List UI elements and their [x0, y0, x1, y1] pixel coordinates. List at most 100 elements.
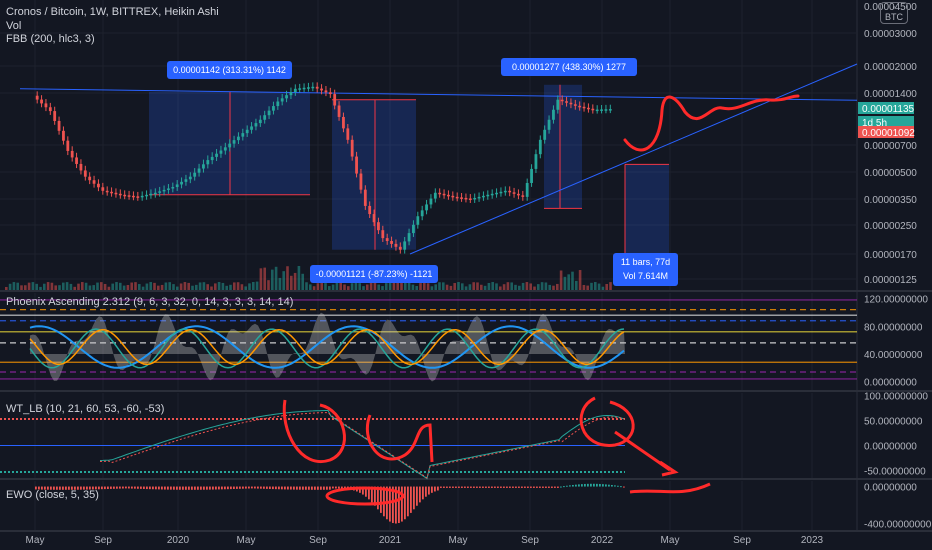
- phoenix-legend[interactable]: Phoenix Ascending 2.312 (9, 6, 3, 32, 0,…: [6, 296, 294, 308]
- ewo-histogram-bar: [275, 486, 277, 490]
- volume-bar: [100, 282, 103, 290]
- volume-bar: [559, 270, 563, 290]
- ewo-histogram-bar: [470, 486, 472, 488]
- ewo-histogram-bar: [422, 486, 424, 500]
- ewo-histogram-bar: [578, 484, 580, 487]
- fbb-legend[interactable]: FBB (200, hlc3, 3): [6, 33, 95, 45]
- time-axis-label: May: [449, 535, 468, 546]
- candle-body: [381, 230, 385, 239]
- ewo-histogram-bar: [89, 486, 91, 490]
- candle-body: [193, 172, 197, 177]
- ewo-histogram-bar: [101, 486, 103, 490]
- volume-bar: [514, 284, 517, 290]
- ewo-histogram-bar: [146, 486, 148, 490]
- ewo-histogram-bar: [164, 486, 166, 490]
- time-axis-label: Sep: [733, 535, 751, 546]
- ewo-histogram-bar: [410, 486, 412, 513]
- price-badge: [858, 102, 914, 114]
- ewo-histogram-bar: [512, 486, 514, 488]
- candle-body: [543, 129, 547, 140]
- ewo-histogram-bar: [401, 486, 403, 522]
- ewo-histogram-bar: [515, 486, 517, 488]
- candle-body: [114, 192, 118, 195]
- ewo-histogram-bar: [419, 486, 421, 503]
- candle-body: [219, 150, 223, 154]
- candle-body: [578, 105, 582, 108]
- wt-axis-label: 0.00000000: [864, 442, 917, 453]
- currency-badge[interactable]: ◦ BTC: [880, 2, 908, 24]
- ewo-histogram-bar: [476, 486, 478, 488]
- candle-body: [538, 139, 542, 155]
- ewo-line-drawing: [629, 482, 711, 494]
- volume-bar: [312, 286, 316, 290]
- ewo-histogram-bar: [506, 486, 508, 488]
- candle-body: [184, 179, 188, 182]
- ewo-histogram-bar: [575, 484, 577, 487]
- volume-bar: [255, 281, 259, 290]
- projection-label-background: [613, 253, 678, 286]
- ewo-histogram-bar: [209, 486, 211, 490]
- candle-body: [267, 110, 271, 116]
- volume-bar: [195, 284, 198, 290]
- volume-bar: [39, 286, 42, 290]
- measure-label-1-text: 0.00001142 (313.31%) 1142: [173, 65, 286, 75]
- support-trendline: [409, 63, 858, 255]
- ewo-histogram-bar: [605, 484, 607, 487]
- ewo-histogram-bar: [248, 486, 250, 489]
- ewo-histogram-bar: [530, 486, 532, 488]
- ewo-histogram-bar: [272, 486, 274, 490]
- ewo-histogram-bar: [299, 486, 301, 490]
- candle-body: [587, 107, 590, 110]
- ewo-histogram-bar: [116, 486, 118, 489]
- ewo-histogram-bar: [368, 486, 370, 500]
- ewo-histogram-bar: [389, 486, 391, 522]
- ewo-histogram-bar: [293, 486, 295, 490]
- volume-bar: [286, 266, 289, 290]
- volume-bar: [464, 286, 468, 290]
- volume-bar: [233, 282, 236, 290]
- ewo-histogram-bar: [158, 486, 160, 490]
- ewo-histogram-bar: [287, 486, 289, 490]
- volume-bar: [483, 285, 487, 290]
- wt-legend[interactable]: WT_LB (10, 21, 60, 53, -60, -53): [6, 403, 165, 415]
- volume-bar: [369, 282, 373, 290]
- volume-bar: [601, 286, 605, 290]
- main-axis-tick-label: 0.00000500: [864, 168, 917, 179]
- candle-body: [79, 163, 83, 171]
- ewo-histogram-bar: [611, 485, 613, 487]
- volume-bar: [278, 277, 282, 290]
- ewo-legend[interactable]: EWO (close, 5, 35): [6, 489, 99, 501]
- candle-body: [258, 119, 262, 124]
- volume-bar: [377, 284, 380, 290]
- volume-bar: [563, 276, 567, 290]
- volume-legend[interactable]: Vol: [6, 20, 22, 32]
- volume-bar: [491, 282, 494, 290]
- ewo-histogram-bar: [395, 486, 397, 524]
- ewo-histogram-bar: [44, 486, 46, 490]
- ewo-histogram-bar: [332, 486, 334, 489]
- volume-bar: [84, 282, 88, 290]
- ewo-histogram-bar: [176, 486, 178, 490]
- ewo-histogram-bar: [230, 486, 232, 490]
- volume-bar: [396, 276, 399, 290]
- candle-body: [245, 129, 249, 134]
- time-axis-label: 2020: [167, 535, 190, 546]
- price-badge-label: 0.00001092: [862, 128, 915, 139]
- volume-bar: [571, 271, 574, 290]
- volume-bar: [263, 267, 266, 290]
- volume-bar: [198, 282, 202, 290]
- wt-axis-label: 50.00000000: [864, 417, 923, 428]
- volume-bar: [130, 282, 133, 290]
- candle-body: [425, 204, 428, 211]
- candle-body: [171, 187, 175, 189]
- wt-axis-label: -50.00000000: [864, 467, 926, 478]
- volume-bar: [362, 286, 365, 290]
- time-axis-label: May: [661, 535, 680, 546]
- volume-bar: [221, 282, 225, 290]
- candle-body: [88, 176, 92, 181]
- symbol-legend[interactable]: Cronos / Bitcoin, 1W, BITTREX, Heikin As…: [6, 6, 219, 18]
- candle-body: [333, 94, 337, 106]
- volume-bar: [54, 285, 57, 290]
- volume-bar: [244, 286, 247, 290]
- volume-bar: [202, 282, 206, 290]
